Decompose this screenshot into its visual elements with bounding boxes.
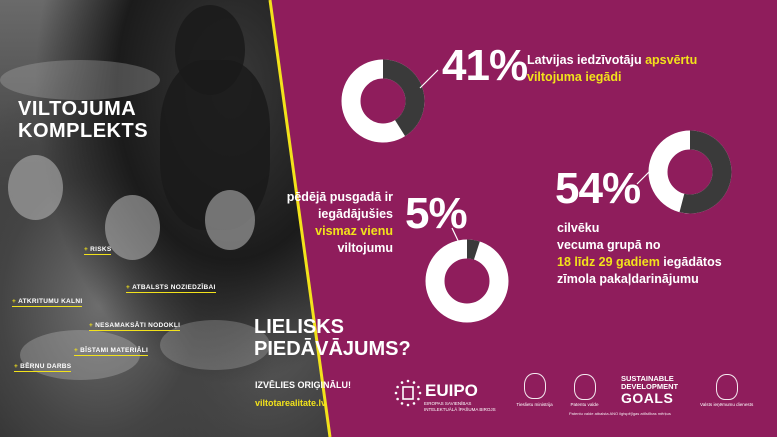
plus-icon: + — [126, 284, 131, 291]
choose-original: IZVĒLIES ORIĢINĀLU! — [255, 380, 352, 390]
website-link[interactable]: viltotarealitate.lv — [255, 398, 327, 408]
revenue-crest-icon — [716, 374, 738, 400]
tag-risks: + RISKS — [84, 246, 112, 255]
sdg-logo: SUSTAINABLE DEVELOPMENT GOALS — [621, 374, 679, 406]
tag-taxes: + NESAMAKSĀTI NODOKĻI — [89, 322, 181, 331]
patent-label: Patentu valde — [570, 402, 599, 407]
donut54-segment — [648, 130, 732, 214]
pointer-54 — [636, 163, 658, 185]
donut-5 — [425, 239, 509, 323]
tag-waste: + ATKRITUMU KALNI — [12, 298, 83, 307]
panel-title-line2: KOMPLEKTS — [18, 120, 149, 142]
tag-crime-support: + ATBALSTS NOZIEDZĪBAI — [126, 284, 216, 293]
donut-41 — [341, 59, 425, 143]
pointer-5 — [451, 227, 463, 250]
ministry-crest-icon — [524, 373, 546, 399]
plus-icon: + — [14, 363, 19, 370]
stat-54-text: cilvēku vecuma grupā no 18 līdz 29 gadie… — [557, 221, 722, 286]
donut41-segment — [341, 59, 425, 143]
euipo-logo-text: EUIPO — [425, 381, 478, 400]
stat-54-value: 54% — [555, 164, 641, 213]
plus-icon: + — [74, 347, 79, 354]
revenue-label: Valsts ieņēmumu dienests — [700, 402, 754, 407]
stat-41-value: 41% — [442, 41, 528, 90]
euipo-stars-icon — [394, 379, 422, 407]
plus-icon: + — [89, 322, 94, 329]
panel-title-line1: VILTOJUMA — [18, 98, 137, 120]
donut-54 — [648, 130, 732, 214]
ministry-label: Tieslietu ministrija — [516, 402, 553, 407]
tag-child-labour: + BĒRNU DARBS — [14, 363, 72, 372]
patent-crest-icon — [574, 374, 596, 400]
stat-5-text: pēdējā pusgadā ir iegādājušies vismaz vi… — [286, 190, 393, 255]
euipo-subtitle: EIROPAS SAVIENĪBAS INTELEKTUĀLĀ ĪPAŠUMA … — [424, 401, 496, 412]
donut5-segment — [425, 239, 509, 323]
panel-title: VILTOJUMA KOMPLEKTS — [18, 98, 148, 142]
donut5-track — [425, 239, 509, 323]
tag-materials: + BĪSTAMI MATERIĀLI — [74, 347, 149, 356]
stat-5-value: 5% — [405, 189, 468, 238]
offer-heading: LIELISKS PIEDĀVĀJUMS? — [254, 316, 411, 360]
sdg-footnote: Patentu valde atbalsta ANO ilgtspējīgas … — [569, 411, 671, 416]
plus-icon: + — [12, 298, 17, 305]
plus-icon: + — [84, 246, 89, 253]
stat-41-text: Latvijas iedzīvotāju apsvērtu viltojuma … — [527, 53, 698, 84]
pointer-41 — [419, 69, 439, 89]
